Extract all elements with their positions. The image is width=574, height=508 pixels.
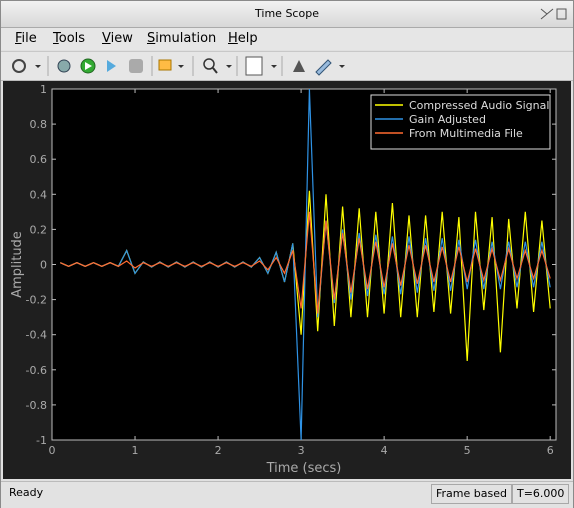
y-tick-label: -1 bbox=[36, 434, 47, 447]
x-tick-label: 6 bbox=[547, 444, 554, 457]
toolbar bbox=[1, 51, 573, 81]
legend-label: Compressed Audio Signal bbox=[409, 99, 549, 112]
menu-item[interactable]: Simulation bbox=[147, 31, 217, 46]
status-time: T=6.000 bbox=[512, 484, 570, 504]
y-tick-label: 0 bbox=[40, 259, 47, 272]
x-tick-label: 0 bbox=[49, 444, 56, 457]
menu-item[interactable]: Tools bbox=[53, 31, 86, 46]
menu-bar: File Tools View Simulation Help bbox=[1, 28, 573, 50]
status-bar: Ready Frame based T=6.000 bbox=[1, 481, 573, 508]
settings-button[interactable] bbox=[12, 59, 26, 73]
x-tick-label: 3 bbox=[298, 444, 305, 457]
y-tick-label: -0.2 bbox=[26, 294, 47, 307]
x-tick-label: 4 bbox=[381, 444, 388, 457]
legend bbox=[370, 94, 551, 150]
legend-label: From Multimedia File bbox=[409, 127, 523, 140]
menu-item[interactable]: View bbox=[102, 31, 133, 46]
edit-button[interactable] bbox=[315, 59, 332, 76]
x-tick-label: 1 bbox=[132, 444, 139, 457]
legend-label: Gain Adjusted bbox=[409, 113, 486, 126]
stop-button[interactable] bbox=[129, 59, 143, 73]
series-line bbox=[60, 211, 551, 314]
menu-item[interactable]: Help bbox=[228, 31, 258, 46]
zoom-button[interactable] bbox=[203, 58, 215, 70]
menu-item[interactable]: File bbox=[15, 31, 37, 46]
status-text: Ready bbox=[9, 486, 44, 499]
scope-display: 0 1 2 3 4 5 6 -1 -0.8 -0.6 -0.4 -0.2 0 0.2 0.4 0.6 0.8 1 T… bbox=[3, 81, 571, 479]
simulink-button[interactable] bbox=[293, 60, 305, 72]
step-back-button[interactable] bbox=[57, 59, 71, 73]
step-forward-button[interactable] bbox=[107, 60, 116, 72]
x-axis-label: Time (secs) bbox=[266, 461, 342, 476]
y-tick-label: 1 bbox=[40, 83, 47, 96]
x-tick-label: 2 bbox=[215, 444, 222, 457]
x-tick-label: 5 bbox=[464, 444, 471, 457]
status-mode: Frame based bbox=[431, 484, 512, 504]
y-tick-label: -0.4 bbox=[26, 329, 47, 342]
window-controls[interactable] bbox=[539, 7, 569, 21]
y-tick-label: 0.2 bbox=[30, 223, 48, 236]
y-tick-label: 0.8 bbox=[30, 118, 48, 131]
window-title: Time Scope bbox=[1, 1, 573, 28]
autoscale-button[interactable] bbox=[245, 56, 263, 76]
y-tick-label: -0.8 bbox=[26, 399, 47, 412]
y-tick-label: 0.4 bbox=[30, 188, 48, 201]
y-axis-label: Amplitude bbox=[10, 231, 25, 298]
y-tick-label: -0.6 bbox=[26, 364, 47, 377]
highlight-button[interactable] bbox=[158, 59, 172, 71]
y-tick-label: 0.6 bbox=[30, 153, 48, 166]
